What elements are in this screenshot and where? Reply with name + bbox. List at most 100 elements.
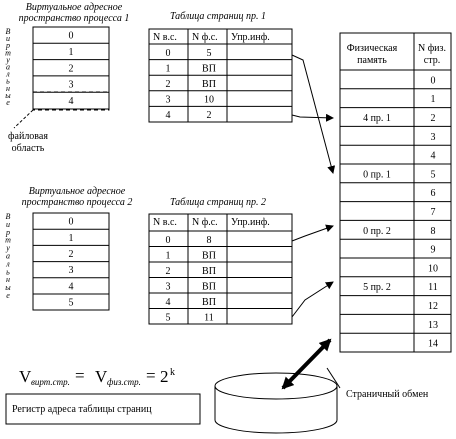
process2-side-letter: у [5,244,10,253]
process1-side-letter: а [6,63,10,72]
process2-title-line2: пространство процесса 2 [22,197,133,208]
table1-frame-cell: 2 [207,110,212,121]
process2-side-letter: ь [6,267,10,276]
table2-virtual-page-cell: 0 [166,235,171,246]
process1-side-letter: л [5,70,10,79]
formula-equals-2: = [146,366,156,385]
table1-virtual-page-cell: 4 [166,110,171,121]
frame-number: 6 [431,188,436,199]
process2-side-letter: ы [5,283,11,292]
physical-memory-frame [339,32,452,353]
frame-number: 2 [431,113,436,124]
process2-page-number: 5 [69,298,74,309]
disk-top [214,372,338,400]
frame-content-label: 0 пр. 2 [363,226,391,237]
frame-number: 9 [431,245,436,256]
process1-side-letter: н [6,84,10,93]
table2-virtual-page-cell: 1 [166,250,171,261]
process1-title-line1: Виртуальное адресное [26,2,123,13]
table2-virtual-page-cell: 4 [166,297,171,308]
frame-number: 12 [428,301,438,312]
table1-frame-cell: ВП [202,63,216,74]
formula-sub-virtual: вирт.стр. [31,377,70,387]
process1-title-line2: пространство процесса 1 [19,13,130,24]
table1-frame-cell: ВП [202,79,216,90]
table2-title: Таблица страниц пр. 2 [170,197,266,208]
frame-number: 13 [428,320,438,331]
table2-virtual-page-cell: 5 [166,312,171,323]
process1-side-letter: т [5,48,11,57]
table1-header-cell: N ф.с. [192,32,218,43]
process1-swap-area [32,91,110,111]
arrow-table2-row0-to-frame8 [291,224,334,242]
frame-number: 11 [428,282,438,293]
table2-virtual-page-cell: 3 [166,281,171,292]
process1-side-letter: ь [6,77,10,86]
process2-side-letter: н [6,275,10,284]
table2-frame-cell: ВП [202,297,216,308]
process1-address-space: Виртуальное адресное пространство процес… [5,2,129,154]
table1-virtual-page-cell: 0 [166,48,171,59]
table1-title: Таблица страниц пр. 1 [170,11,266,22]
frame-number: 8 [431,226,436,237]
swap-area-label-line1: файловая [8,131,48,142]
table2-frame-cell: ВП [202,250,216,261]
table1-virtual-page-cell: 1 [166,63,171,74]
frame-number: 1 [431,94,436,105]
process2-page-number: 0 [69,217,74,228]
register-label: Регистр адреса таблицы страниц [12,404,152,415]
formula-exponent: k [170,367,175,378]
table2-header-cell: N ф.с. [192,217,218,228]
formula-sub-physical: физ.стр. [107,377,141,387]
table1-virtual-page-cell: 2 [166,79,171,90]
table1-frame-cell: 5 [207,48,212,59]
process2-side-letter: и [6,220,10,229]
process1-page-number: 2 [69,63,74,74]
process1-side-letter: р [5,41,10,50]
table2-header-cell: N в.с. [153,217,177,228]
process1-side-letter: е [6,98,10,107]
process1-box [32,26,110,110]
table1-cells: N в.с. N ф.с. Упр.инф. 0 5 1 ВП 2 ВП 3 10 4 2 [149,29,292,122]
table1-header-cell: N в.с. [153,32,177,43]
process1-page-number: 4 [69,96,74,107]
process1-page-number: 1 [69,47,74,58]
process2-page-number: 1 [69,233,74,244]
frame-number: 4 [431,151,436,162]
process2-side-letter: р [5,228,10,237]
frame-number: 7 [431,207,436,218]
process1-pages: 0 1 2 3 4 [33,31,109,107]
frame-content-label: 4 пр. 1 [363,113,391,124]
table1-frame-cell: 10 [204,95,214,106]
frame-number-header-line1: N физ. [418,43,446,54]
process2-side-letter: а [6,252,10,261]
process1-side-letter: В [6,27,11,36]
process1-page-number: 3 [69,80,74,91]
arrow-table1-row0-to-frame5 [291,54,336,174]
table2-frame-cell: 8 [207,235,212,246]
process2-side-letter: е [6,291,10,300]
process1-side-letter: у [5,55,10,64]
formula-v2: V [95,367,108,386]
register-box [5,393,201,425]
frame-number: 14 [428,339,438,350]
arrow-table1-row4-to-frame2 [291,113,334,122]
table2-frame-cell: 11 [204,312,214,323]
swap-area-label-line2: область [12,143,45,154]
table2-header-cell: Упр.инф. [231,217,270,228]
physical-memory-header-line2: память [357,55,387,66]
frame-number: 5 [431,169,436,180]
table1-header-cell: Упр.инф. [231,32,270,43]
table1-virtual-page-cell: 3 [166,95,171,106]
table2-frame [148,213,293,325]
formula-base: 2 [160,367,169,386]
process2-page-number: 4 [69,281,74,292]
page-table-1: Таблица страниц пр. 1 N в.с. N ф.с. Упр.ин… [148,11,293,123]
process2-side-letter: В [6,212,11,221]
process1-page-number: 0 [69,31,74,42]
arrow-table2-row5-to-frame11 [291,281,334,318]
frame-number: 10 [428,263,438,274]
